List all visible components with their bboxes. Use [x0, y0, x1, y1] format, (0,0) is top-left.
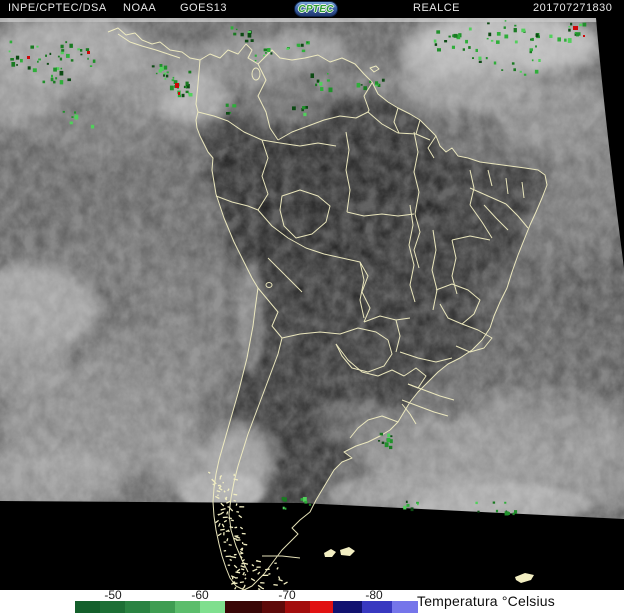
colorbar-segment [310, 601, 333, 613]
falkland-west-island [324, 549, 336, 557]
header-product-label: REALCE [413, 2, 461, 14]
south-georgia-island [515, 573, 534, 583]
temperature-colorbar [75, 601, 418, 613]
central-america-coast [107, 27, 201, 61]
colorbar-segment [100, 601, 125, 613]
falkland-east-island [340, 547, 355, 556]
colorbar-segment [285, 601, 310, 613]
lake-titicaca [265, 282, 273, 288]
colorbar-tick: -70 [278, 588, 296, 602]
colorbar-title: Temperatura °Celsius [417, 593, 555, 609]
colorbar-tick: -80 [365, 588, 383, 602]
scan-limb-right [596, 18, 624, 268]
colorbar-segment [362, 601, 392, 613]
map-borders [107, 27, 548, 591]
header-agency-label: NOAA [123, 2, 157, 14]
coldest-core-markers [27, 26, 585, 95]
header-source-label: INPE/CPTEC/DSA [8, 2, 107, 14]
colorbar-segment [150, 601, 175, 613]
patagonia-fjords [207, 471, 288, 591]
header-bar: INPE/CPTEC/DSA NOAA GOES13 CPTEC REALCE … [0, 0, 624, 18]
colorbar-segment [333, 601, 362, 613]
header-timestamp: 201707271830 [533, 2, 613, 14]
cold-cloud-speckles [8, 20, 587, 516]
lake-maracaibo [251, 67, 261, 81]
trinidad-island [369, 65, 380, 73]
header-satellite-label: GOES13 [180, 2, 228, 14]
cptec-logo-text: CPTEC [298, 3, 334, 15]
colorbar-segment [75, 601, 100, 613]
colorbar-segment [200, 601, 225, 613]
colorbar-segment [175, 601, 200, 613]
colorbar-footer: -50 -60 -70 -80 Temperatura °Celsius [0, 588, 624, 614]
colorbar-segment [225, 601, 262, 613]
scan-limb-bottom [0, 501, 624, 592]
colorbar-tick: -60 [191, 588, 209, 602]
cptec-logo: CPTEC [294, 1, 338, 17]
colorbar-segment [125, 601, 150, 613]
south-atlantic-islands [324, 547, 534, 583]
colorbar-tick: -50 [104, 588, 122, 602]
colorbar-segment [392, 601, 418, 613]
colorbar-segment [262, 601, 285, 613]
cloud-noise-texture [0, 18, 624, 592]
